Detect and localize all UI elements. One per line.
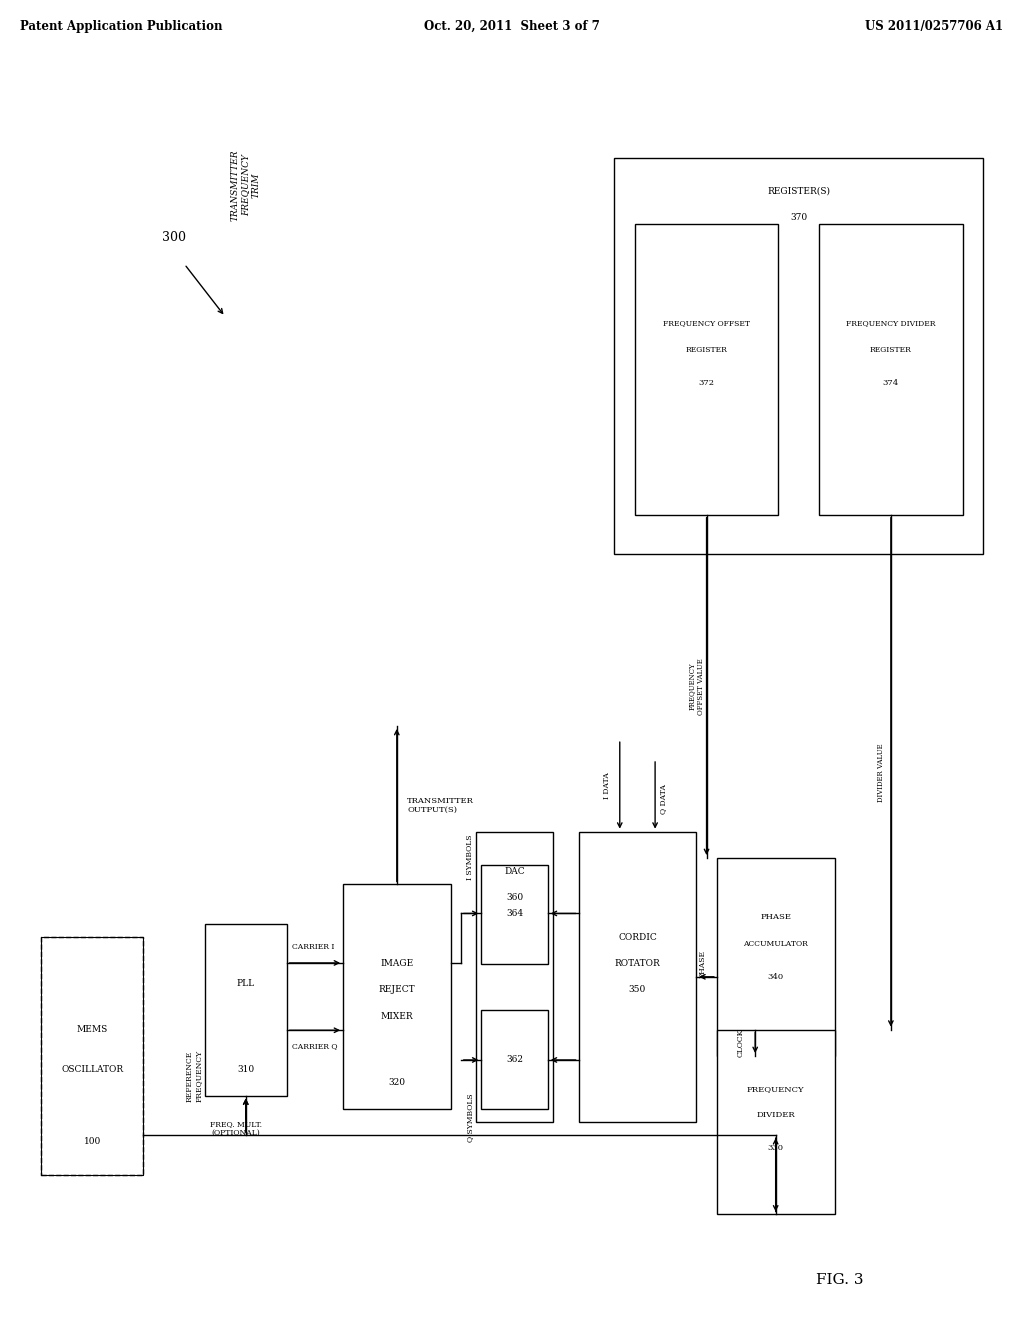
Text: TRANSMITTER
FREQUENCY
TRIM: TRANSMITTER FREQUENCY TRIM (230, 149, 261, 220)
Bar (614, 158, 983, 554)
Bar (635, 224, 778, 515)
Text: ACCUMULATOR: ACCUMULATOR (743, 940, 808, 948)
Text: IMAGE: IMAGE (380, 960, 414, 968)
Text: FREQUENCY: FREQUENCY (746, 1085, 805, 1093)
Text: 310: 310 (238, 1065, 254, 1073)
Text: 330: 330 (768, 1144, 783, 1152)
Text: TRANSMITTER
OUTPUT(S): TRANSMITTER OUTPUT(S) (408, 796, 474, 814)
Text: CARRIER Q: CARRIER Q (292, 1041, 337, 1051)
Text: OSCILLATOR: OSCILLATOR (61, 1065, 123, 1073)
Text: 320: 320 (388, 1078, 406, 1086)
Text: CLOCK: CLOCK (737, 1028, 744, 1057)
Text: FREQ. MULT.
(OPTIONAL): FREQ. MULT. (OPTIONAL) (210, 1119, 261, 1138)
Text: FREQUENCY DIVIDER: FREQUENCY DIVIDER (846, 319, 936, 327)
Bar (481, 865, 548, 964)
Bar (481, 1010, 548, 1109)
Text: FREQUENCY OFFSET: FREQUENCY OFFSET (664, 319, 750, 327)
Text: 360: 360 (506, 894, 523, 902)
Bar (205, 924, 287, 1096)
Text: REGISTER: REGISTER (686, 346, 727, 354)
Text: PHASE: PHASE (760, 913, 792, 921)
Text: I SYMBOLS: I SYMBOLS (466, 836, 474, 880)
Bar (717, 1030, 835, 1214)
Text: Q SYMBOLS: Q SYMBOLS (466, 1093, 474, 1142)
Bar (819, 224, 963, 515)
Text: 100: 100 (84, 1138, 100, 1146)
Text: 362: 362 (506, 1056, 523, 1064)
Text: 374: 374 (883, 379, 899, 387)
Text: DIVIDER: DIVIDER (757, 1111, 795, 1119)
Text: 340: 340 (768, 973, 783, 981)
Text: 300: 300 (162, 231, 186, 244)
Text: 364: 364 (506, 909, 523, 917)
Text: FREQUENCY
OFFSET VALUE: FREQUENCY OFFSET VALUE (688, 659, 705, 714)
Text: Oct. 20, 2011  Sheet 3 of 7: Oct. 20, 2011 Sheet 3 of 7 (424, 20, 600, 33)
Text: 372: 372 (698, 379, 715, 387)
Bar (476, 832, 553, 1122)
Text: 350: 350 (629, 986, 646, 994)
Text: PLL: PLL (237, 979, 255, 987)
Text: CARRIER I: CARRIER I (292, 942, 334, 952)
Text: I DATA: I DATA (603, 772, 611, 799)
Text: MEMS: MEMS (77, 1026, 108, 1034)
Text: MIXER: MIXER (381, 1012, 413, 1020)
Bar (343, 884, 451, 1109)
Text: Q DATA: Q DATA (659, 784, 668, 813)
Text: DIVIDER VALUE: DIVIDER VALUE (877, 743, 885, 801)
Bar (717, 858, 835, 1056)
Bar (579, 832, 696, 1122)
Text: 370: 370 (791, 214, 807, 222)
Text: REGISTER(S): REGISTER(S) (767, 187, 830, 195)
Bar (41, 937, 143, 1175)
Text: Patent Application Publication: Patent Application Publication (20, 20, 223, 33)
Text: US 2011/0257706 A1: US 2011/0257706 A1 (865, 20, 1004, 33)
Text: CORDIC: CORDIC (618, 933, 656, 941)
Text: REGISTER: REGISTER (870, 346, 911, 354)
Text: REFERENCE
FREQUENCY: REFERENCE FREQUENCY (186, 1051, 203, 1102)
Text: PHASE: PHASE (698, 949, 707, 978)
Text: DAC: DAC (504, 867, 525, 875)
Text: FIG. 3: FIG. 3 (816, 1274, 863, 1287)
Text: REJECT: REJECT (379, 986, 415, 994)
Text: ROTATOR: ROTATOR (614, 960, 660, 968)
